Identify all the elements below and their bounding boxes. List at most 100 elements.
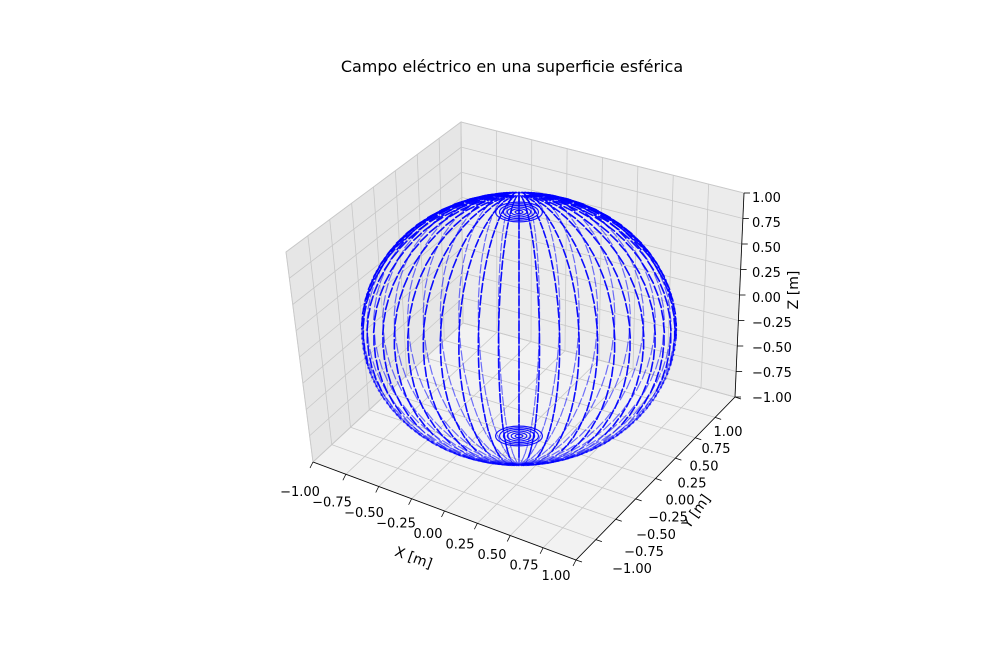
field-vector <box>629 258 636 269</box>
field-vector <box>394 330 397 342</box>
field-vector <box>434 421 443 430</box>
field-vector <box>540 446 545 453</box>
field-vector <box>600 225 610 234</box>
field-vector <box>555 361 558 373</box>
field-vector <box>418 418 426 427</box>
grid-line <box>460 121 745 194</box>
field-vector <box>436 410 443 420</box>
field-vector <box>420 229 428 238</box>
field-vector <box>491 210 496 217</box>
field-vector <box>431 432 441 440</box>
field-vector <box>462 220 470 228</box>
field-vector <box>456 248 462 258</box>
field-vector <box>582 219 589 227</box>
field-vector <box>562 436 570 444</box>
field-vector <box>593 226 602 235</box>
field-vector <box>430 246 438 256</box>
field-vector <box>580 258 586 269</box>
field-vector <box>590 399 596 409</box>
field-vector <box>625 364 629 376</box>
field-vector <box>565 211 572 218</box>
field-vector <box>575 306 579 318</box>
field-vector <box>453 446 464 453</box>
field-vector <box>479 294 482 306</box>
field-vector <box>367 345 370 357</box>
field-vector <box>553 200 560 206</box>
field-vector <box>403 417 412 427</box>
field-vector <box>560 444 570 451</box>
field-vector <box>423 327 425 338</box>
field-vector <box>555 435 561 443</box>
field-vector <box>531 239 535 249</box>
field-vector <box>631 367 636 378</box>
field-vector <box>491 230 496 239</box>
field-vector <box>563 422 568 431</box>
field-vector <box>530 448 535 455</box>
field-vector <box>436 226 445 235</box>
field-vector <box>558 287 561 298</box>
field-vector <box>499 283 502 294</box>
field-vector <box>587 420 595 429</box>
field-vector <box>478 210 484 217</box>
field-vector <box>570 444 578 452</box>
field-vector <box>570 437 579 444</box>
field-vector <box>572 408 578 418</box>
z-tick-label: −0.50 <box>752 341 792 356</box>
field-vector <box>498 263 501 274</box>
field-vector <box>379 273 385 284</box>
field-vector <box>646 373 651 385</box>
field-vector <box>373 269 381 281</box>
field-vector <box>411 230 420 239</box>
field-vector <box>426 378 430 389</box>
field-vector <box>652 332 656 343</box>
field-vector <box>409 279 413 290</box>
field-vector <box>502 454 508 460</box>
field-vector <box>592 431 602 439</box>
field-vector <box>385 283 389 294</box>
field-vector <box>570 445 581 452</box>
field-vector <box>600 228 607 236</box>
field-vector <box>503 448 508 455</box>
field-vector <box>536 373 538 384</box>
field-vector <box>563 205 573 212</box>
field-vector <box>553 213 560 221</box>
field-vector <box>554 210 560 217</box>
field-vector <box>594 236 600 245</box>
field-vector <box>659 275 665 286</box>
field-vector <box>643 382 650 393</box>
field-vector <box>412 232 423 241</box>
field-vector <box>617 257 623 267</box>
field-vector <box>578 210 589 218</box>
field-vector <box>602 400 609 410</box>
field-vector <box>641 385 647 396</box>
field-vector <box>539 221 544 230</box>
grid-line <box>542 387 702 549</box>
field-vector <box>482 373 485 385</box>
field-vector <box>441 338 444 350</box>
field-vector <box>533 442 538 449</box>
field-vector <box>505 446 509 453</box>
field-vector <box>445 281 450 292</box>
field-vector <box>504 458 511 463</box>
field-vector <box>445 207 455 214</box>
field-vector <box>382 311 387 323</box>
field-vector <box>378 371 384 383</box>
field-vector <box>442 399 448 409</box>
field-vector <box>481 403 485 413</box>
field-vector <box>586 430 595 438</box>
field-vector <box>389 395 397 406</box>
field-vector <box>503 407 506 416</box>
field-vector <box>396 381 403 391</box>
field-vector <box>460 408 466 418</box>
field-vector <box>574 264 578 275</box>
field-vector <box>440 367 444 379</box>
field-vector <box>546 196 554 201</box>
field-vector <box>653 285 659 297</box>
field-vector <box>407 291 411 302</box>
y-tick-label: −0.75 <box>624 545 664 560</box>
field-vector <box>661 361 666 372</box>
field-vector <box>462 253 466 264</box>
field-vector <box>580 235 586 244</box>
field-vector <box>589 441 600 448</box>
y-tick-label: 1.00 <box>714 425 743 440</box>
